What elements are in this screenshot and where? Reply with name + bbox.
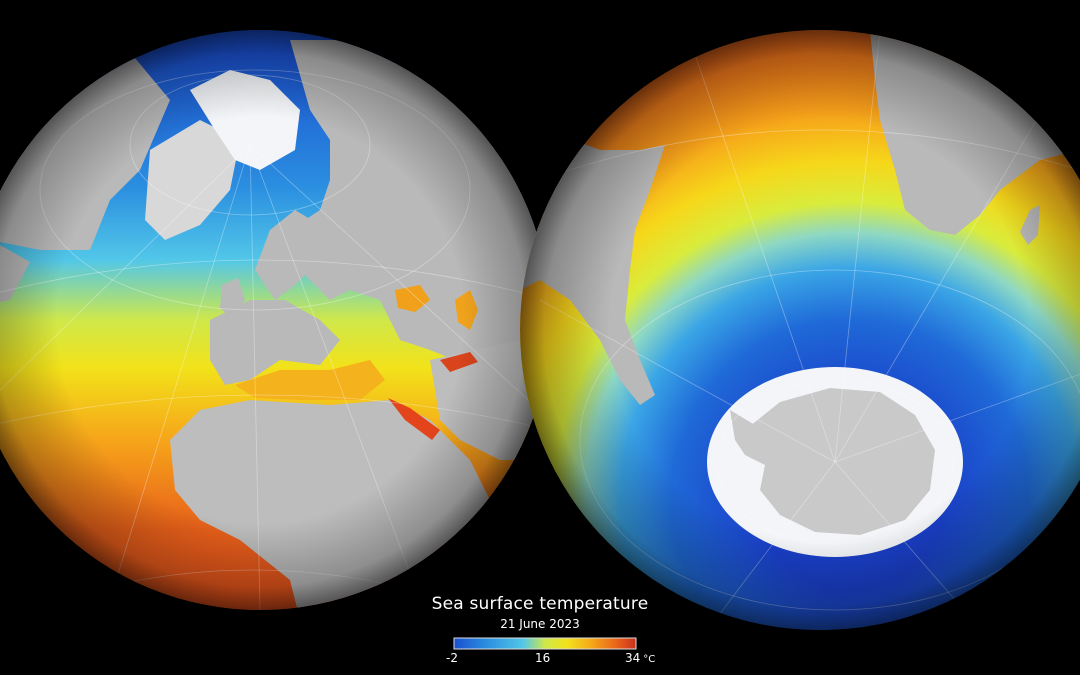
legend-tick-max-value: 34 <box>625 651 641 665</box>
northern-hemisphere-globe <box>0 30 550 610</box>
legend-tick-max: 34 °C <box>625 651 655 667</box>
legend-unit: °C <box>643 654 656 665</box>
legend-title: Sea surface temperature <box>431 594 649 614</box>
legend-colorbar <box>453 637 637 650</box>
legend: Sea surface temperature 21 June 2023 -2 … <box>430 594 656 665</box>
legend-tick-mid: 16 <box>535 651 551 665</box>
legend-date: 21 June 2023 <box>500 617 580 631</box>
southern-hemisphere-globe <box>520 30 1080 630</box>
globe-shading <box>0 30 550 610</box>
globe-shading <box>520 30 1080 630</box>
legend-tick-min: -2 <box>446 651 458 665</box>
